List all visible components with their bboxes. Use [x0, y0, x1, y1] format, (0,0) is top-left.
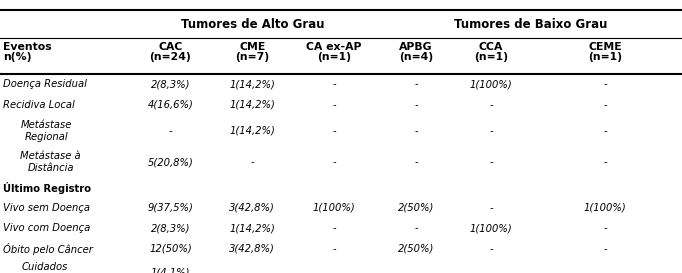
Text: 1(14,2%): 1(14,2%) [229, 100, 276, 110]
Text: Metástase
Regional: Metástase Regional [20, 120, 72, 142]
Text: Tumores de Alto Grau: Tumores de Alto Grau [181, 17, 324, 31]
Text: -: - [604, 79, 607, 90]
Text: Vivo com Doença: Vivo com Doença [3, 223, 91, 233]
Text: Doença Residual: Doença Residual [3, 79, 87, 90]
Text: 1(100%): 1(100%) [470, 79, 512, 90]
Text: (n=24): (n=24) [149, 52, 192, 62]
Text: -: - [332, 268, 336, 273]
Text: -: - [489, 157, 493, 167]
Text: (n=1): (n=1) [317, 52, 351, 62]
Text: 1(4,1%): 1(4,1%) [151, 268, 190, 273]
Text: CME: CME [239, 42, 265, 52]
Text: 12(50%): 12(50%) [149, 244, 192, 254]
Text: (n=1): (n=1) [474, 52, 508, 62]
Text: -: - [414, 157, 418, 167]
Text: -: - [332, 79, 336, 90]
Text: 3(42,8%): 3(42,8%) [229, 203, 276, 213]
Text: -: - [414, 100, 418, 110]
Text: Metástase à
Distância: Metástase à Distância [20, 152, 81, 173]
Text: -: - [414, 223, 418, 233]
Text: Óbito pelo Câncer: Óbito pelo Câncer [3, 243, 93, 255]
Text: 2(8,3%): 2(8,3%) [151, 79, 190, 90]
Text: -: - [332, 126, 336, 136]
Text: -: - [168, 126, 173, 136]
Text: Último Registro: Último Registro [3, 182, 91, 194]
Text: -: - [489, 126, 493, 136]
Text: -: - [250, 157, 254, 167]
Text: 2(8,3%): 2(8,3%) [151, 223, 190, 233]
Text: 1(14,2%): 1(14,2%) [229, 79, 276, 90]
Text: 3(42,8%): 3(42,8%) [229, 244, 276, 254]
Text: (n=4): (n=4) [399, 52, 433, 62]
Text: -: - [604, 268, 607, 273]
Text: 9(37,5%): 9(37,5%) [147, 203, 194, 213]
Text: -: - [414, 268, 418, 273]
Text: 1(14,2%): 1(14,2%) [229, 223, 276, 233]
Text: -: - [332, 223, 336, 233]
Text: Cuidados
Paliativos: Cuidados Paliativos [20, 262, 68, 273]
Text: -: - [604, 157, 607, 167]
Text: -: - [604, 100, 607, 110]
Text: -: - [604, 126, 607, 136]
Text: Vivo sem Doença: Vivo sem Doença [3, 203, 91, 213]
Text: -: - [332, 157, 336, 167]
Text: 1(100%): 1(100%) [584, 203, 627, 213]
Text: APBG: APBG [399, 42, 433, 52]
Text: Recidiva Local: Recidiva Local [3, 100, 75, 110]
Text: 4(16,6%): 4(16,6%) [147, 100, 194, 110]
Text: 1(14,2%): 1(14,2%) [229, 126, 276, 136]
Text: 2(50%): 2(50%) [398, 203, 434, 213]
Text: CAC: CAC [158, 42, 183, 52]
Text: -: - [332, 244, 336, 254]
Text: -: - [489, 100, 493, 110]
Text: (n=7): (n=7) [235, 52, 269, 62]
Text: 2(50%): 2(50%) [398, 244, 434, 254]
Text: -: - [489, 268, 493, 273]
Text: 1(100%): 1(100%) [313, 203, 355, 213]
Text: CEME: CEME [589, 42, 622, 52]
Text: -: - [604, 223, 607, 233]
Text: -: - [414, 126, 418, 136]
Text: Tumores de Baixo Grau: Tumores de Baixo Grau [454, 17, 607, 31]
Text: 5(20,8%): 5(20,8%) [147, 157, 194, 167]
Text: -: - [489, 203, 493, 213]
Text: -: - [250, 268, 254, 273]
Text: CCA: CCA [479, 42, 503, 52]
Text: (n=1): (n=1) [589, 52, 622, 62]
Text: -: - [489, 244, 493, 254]
Text: Eventos: Eventos [3, 42, 52, 52]
Text: -: - [414, 79, 418, 90]
Text: -: - [604, 244, 607, 254]
Text: n(%): n(%) [3, 52, 32, 62]
Text: -: - [332, 100, 336, 110]
Text: CA ex-AP: CA ex-AP [306, 42, 362, 52]
Text: 1(100%): 1(100%) [470, 223, 512, 233]
